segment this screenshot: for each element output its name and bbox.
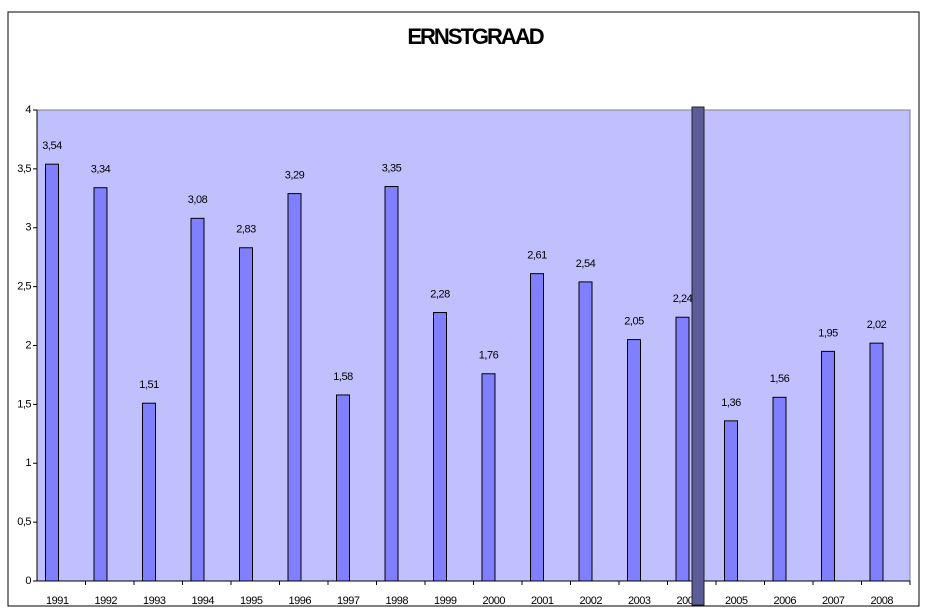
value-label: 1,51 [139, 379, 159, 391]
y-tick-label: 0,5 [17, 516, 31, 528]
highlight-band [691, 106, 705, 606]
x-tick-label: 2008 [871, 595, 894, 607]
y-tick-label: 3 [25, 222, 31, 234]
bar [336, 394, 350, 582]
x-tick-label: 2002 [580, 595, 603, 607]
value-label: 2,05 [624, 316, 644, 328]
x-tick-label: 2006 [774, 595, 797, 607]
x-tick-label: 1999 [434, 595, 457, 607]
bar [627, 339, 641, 582]
plot-area [36, 109, 911, 582]
bar [384, 186, 399, 582]
bar [869, 342, 884, 582]
bar [45, 163, 59, 582]
x-tick-label: 2000 [483, 595, 506, 607]
y-tick-label: 1 [25, 457, 31, 469]
value-label: 1,76 [479, 350, 499, 362]
bar [772, 396, 787, 582]
bar [93, 187, 108, 582]
y-tick-label: 2,5 [17, 281, 31, 293]
value-label: 3,54 [42, 140, 62, 152]
value-label: 2,24 [673, 293, 693, 305]
value-label: 2,83 [236, 224, 256, 236]
bar [724, 420, 738, 582]
y-tick-label: 3,5 [17, 163, 31, 175]
x-tick-label: 1998 [386, 595, 409, 607]
bar [821, 350, 835, 582]
value-label: 1,95 [818, 327, 838, 339]
bar [287, 193, 302, 582]
bar [530, 273, 544, 582]
bar [675, 316, 690, 582]
value-label: 3,34 [91, 164, 111, 176]
bar [142, 402, 156, 582]
x-tick-label: 1996 [289, 595, 312, 607]
value-label: 2,28 [430, 288, 450, 300]
x-tick-label: 1993 [143, 595, 166, 607]
x-tick-label: 2007 [822, 595, 845, 607]
value-label: 1,56 [770, 373, 790, 385]
y-tick-label: 2 [25, 339, 31, 351]
value-label: 2,61 [527, 250, 547, 262]
value-label: 3,29 [285, 170, 305, 182]
bar [190, 217, 205, 582]
bar [578, 281, 593, 582]
bar [481, 373, 496, 582]
x-tick-label: 2001 [531, 595, 554, 607]
value-label: 1,58 [333, 371, 353, 383]
x-tick-label: 1994 [192, 595, 215, 607]
x-tick-label: 2003 [628, 595, 651, 607]
value-label: 1,36 [721, 397, 741, 409]
value-label: 2,02 [867, 319, 887, 331]
x-tick-label: 1995 [240, 595, 263, 607]
x-tick-label: 1992 [95, 595, 118, 607]
bar [239, 247, 253, 582]
x-tick-label: 1997 [337, 595, 360, 607]
x-tick-label: 1991 [46, 595, 69, 607]
chart-title: ERNSTGRAAD [407, 24, 543, 49]
y-tick-label: 1,5 [17, 398, 31, 410]
bar [433, 312, 447, 582]
x-tick-label: 2005 [725, 595, 748, 607]
value-label: 2,54 [576, 258, 596, 270]
value-label: 3,08 [188, 194, 208, 206]
value-label: 3,35 [382, 162, 402, 174]
y-tick-label: 4 [25, 104, 31, 116]
y-tick-label: 0 [25, 575, 31, 587]
